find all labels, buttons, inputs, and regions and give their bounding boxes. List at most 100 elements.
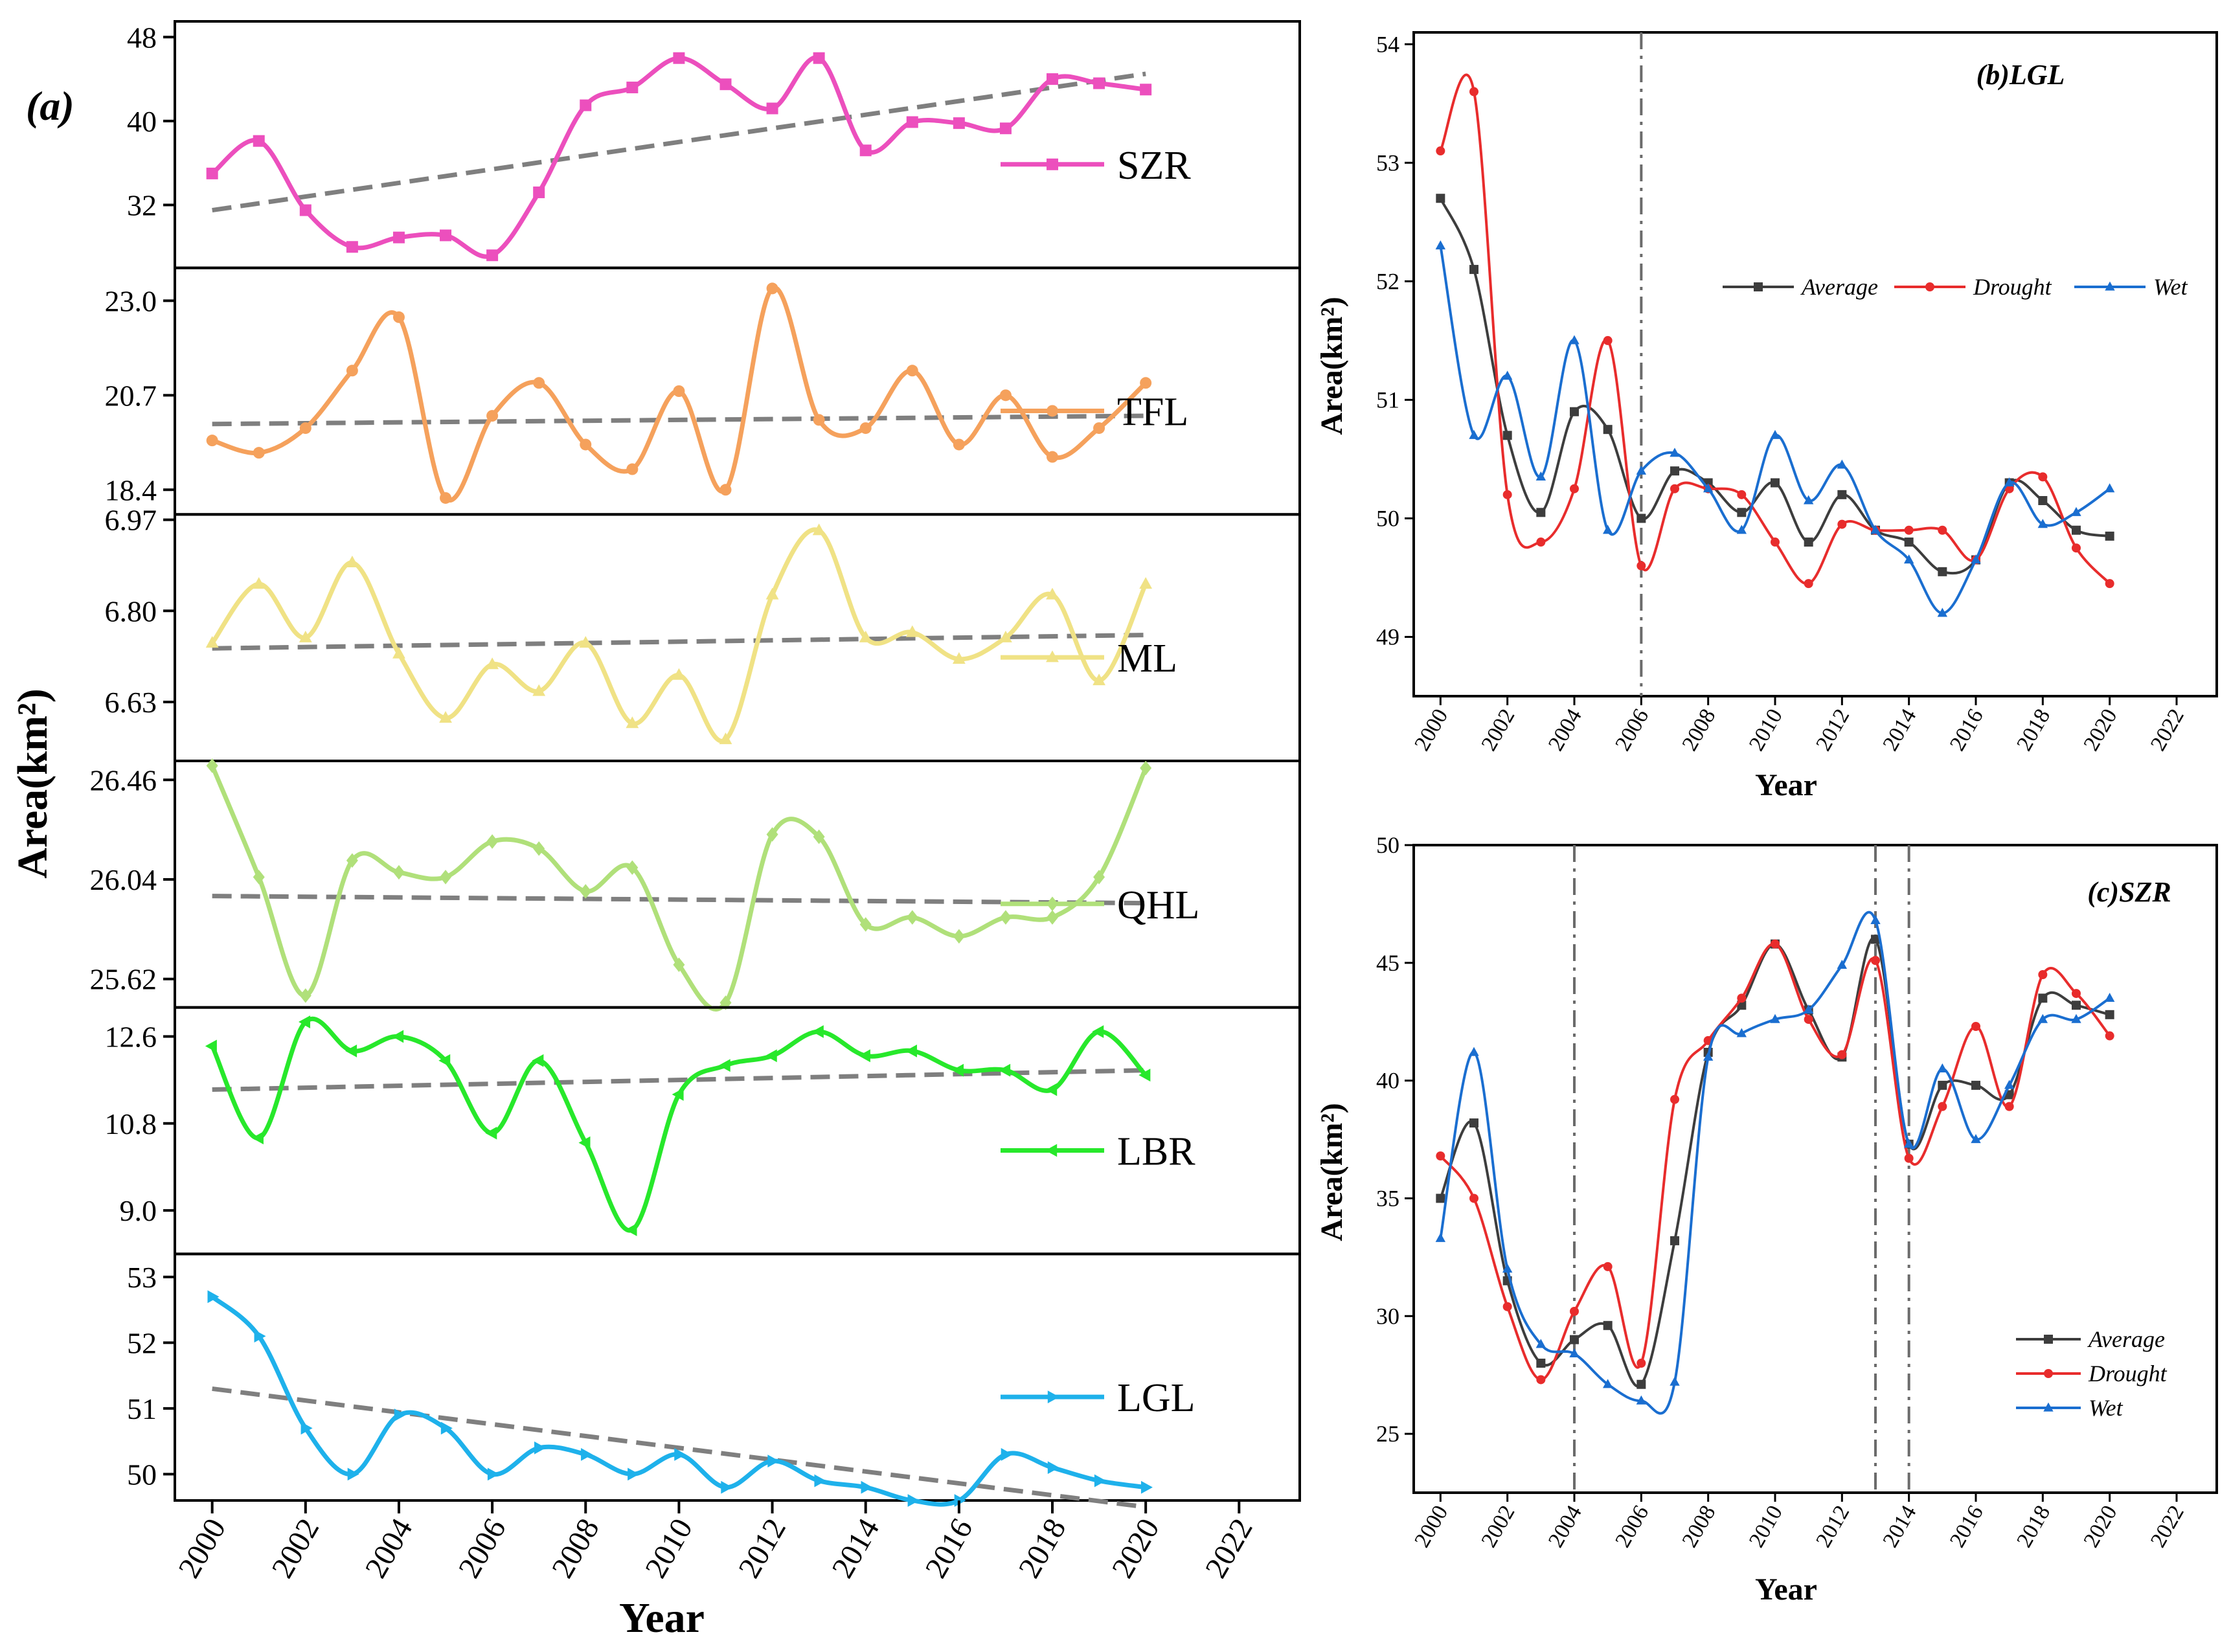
panel-b: (b)LGL Area(km²) Year 54 53 52 51 50 49 2000 20… [1315,31,2218,802]
data-point [2004,1080,2015,1089]
data-point [1502,431,1512,440]
data-point [2071,1013,2081,1023]
data-point [1436,146,1445,156]
series-line [1439,942,2111,1381]
x-tick-label: 2002 [1477,705,1520,755]
y-tick-label: 32 [127,188,157,221]
data-point [254,1330,266,1343]
series-drought [1436,939,2114,1385]
x-tick-label: 2020 [2079,705,2122,755]
panel-c-x-axis-title: Year [1755,1572,1817,1607]
data-point [532,1054,544,1067]
data-point [1502,1302,1512,1311]
data-point [1670,484,1679,493]
data-point [1803,495,1814,504]
data-point [2071,506,2081,516]
subplot-ml: 6.97 6.80 6.63 ML [105,504,1301,762]
data-point [1971,1134,1981,1144]
data-point [1670,1094,1679,1104]
data-point [999,910,1012,925]
data-point [765,587,779,600]
data-point [905,625,919,637]
data-point [394,1409,406,1421]
x-tick-label: 2016 [918,1513,979,1584]
x-tick-label: 2002 [265,1513,326,1584]
data-point [1971,1022,1980,1031]
data-point [206,167,218,179]
data-point [534,1441,546,1454]
data-point [1703,1051,1714,1061]
y-tick-label: 30 [1376,1303,1399,1329]
data-point [1870,525,1881,534]
y-tick-label: 51 [1376,387,1399,413]
data-point [1602,1379,1613,1388]
data-point [1469,1194,1478,1203]
y-tick-label: 23.0 [105,284,157,317]
data-point [1837,459,1848,469]
y-tick-label: 9.0 [120,1194,157,1227]
data-point [999,1063,1011,1077]
data-point [2072,525,2081,535]
x-tick-label: 2012 [732,1513,793,1584]
data-point [1771,939,1780,949]
data-point [628,1467,640,1481]
data-point [440,492,452,504]
y-tick-label: 50 [127,1458,157,1491]
data-point [533,187,545,199]
x-tick-label: 2000 [1410,1502,1453,1552]
data-point [1736,525,1747,534]
data-point [673,957,685,973]
data-point [486,249,499,262]
data-point [1770,1013,1780,1023]
panel-b-frame [1412,31,2218,697]
data-point [440,229,452,242]
data-point [814,1474,826,1488]
legend-marker [2044,1335,2053,1344]
x-tick-label: 2012 [1811,705,1854,755]
data-point [580,99,592,111]
data-point [1045,1083,1058,1096]
data-point [1535,471,1546,481]
data-point [859,422,872,435]
y-tick-label: 54 [1376,31,1399,57]
subplot-lbr: 12.6 10.8 9.0 LBR [105,1006,1301,1256]
data-point [1636,561,1646,571]
y-tick-label: 18.4 [105,473,157,506]
data-point [1502,490,1512,499]
y-tick-label: 51 [127,1392,157,1425]
data-point [392,311,405,323]
data-point [1435,1232,1446,1242]
data-point [1138,1069,1151,1082]
data-point [1140,1480,1153,1494]
panel-c-frame [1412,844,2218,1494]
legend-label: LGL [1117,1376,1195,1420]
data-point [673,52,685,64]
subplot-frame [174,1252,1301,1502]
data-point [2105,579,2114,589]
data-point [813,52,825,64]
data-point [1046,587,1059,600]
data-point [1904,537,1914,547]
data-point [999,389,1012,402]
data-point [347,1467,359,1481]
trend-line [212,71,1146,213]
x-tick-label: 2014 [1879,1502,1921,1552]
data-point [1636,1379,1646,1389]
data-point [1670,466,1679,476]
legend-label: QHL [1117,883,1199,927]
x-tick-label: 2022 [1199,1513,1260,1584]
data-point [299,422,311,435]
data-point [2037,519,2048,528]
data-point [672,668,686,680]
data-point [299,204,311,216]
data-point [1469,1118,1478,1128]
data-point [906,365,918,377]
data-point [766,102,778,115]
x-tick-label: 2004 [1544,705,1587,755]
panel-c-y-axis-title: Area(km²) [1315,1103,1349,1241]
data-point [1938,567,1947,576]
data-point [580,884,592,899]
panel-b-y-axis-title: Area(km²) [1315,297,1349,435]
data-point [625,1223,637,1236]
